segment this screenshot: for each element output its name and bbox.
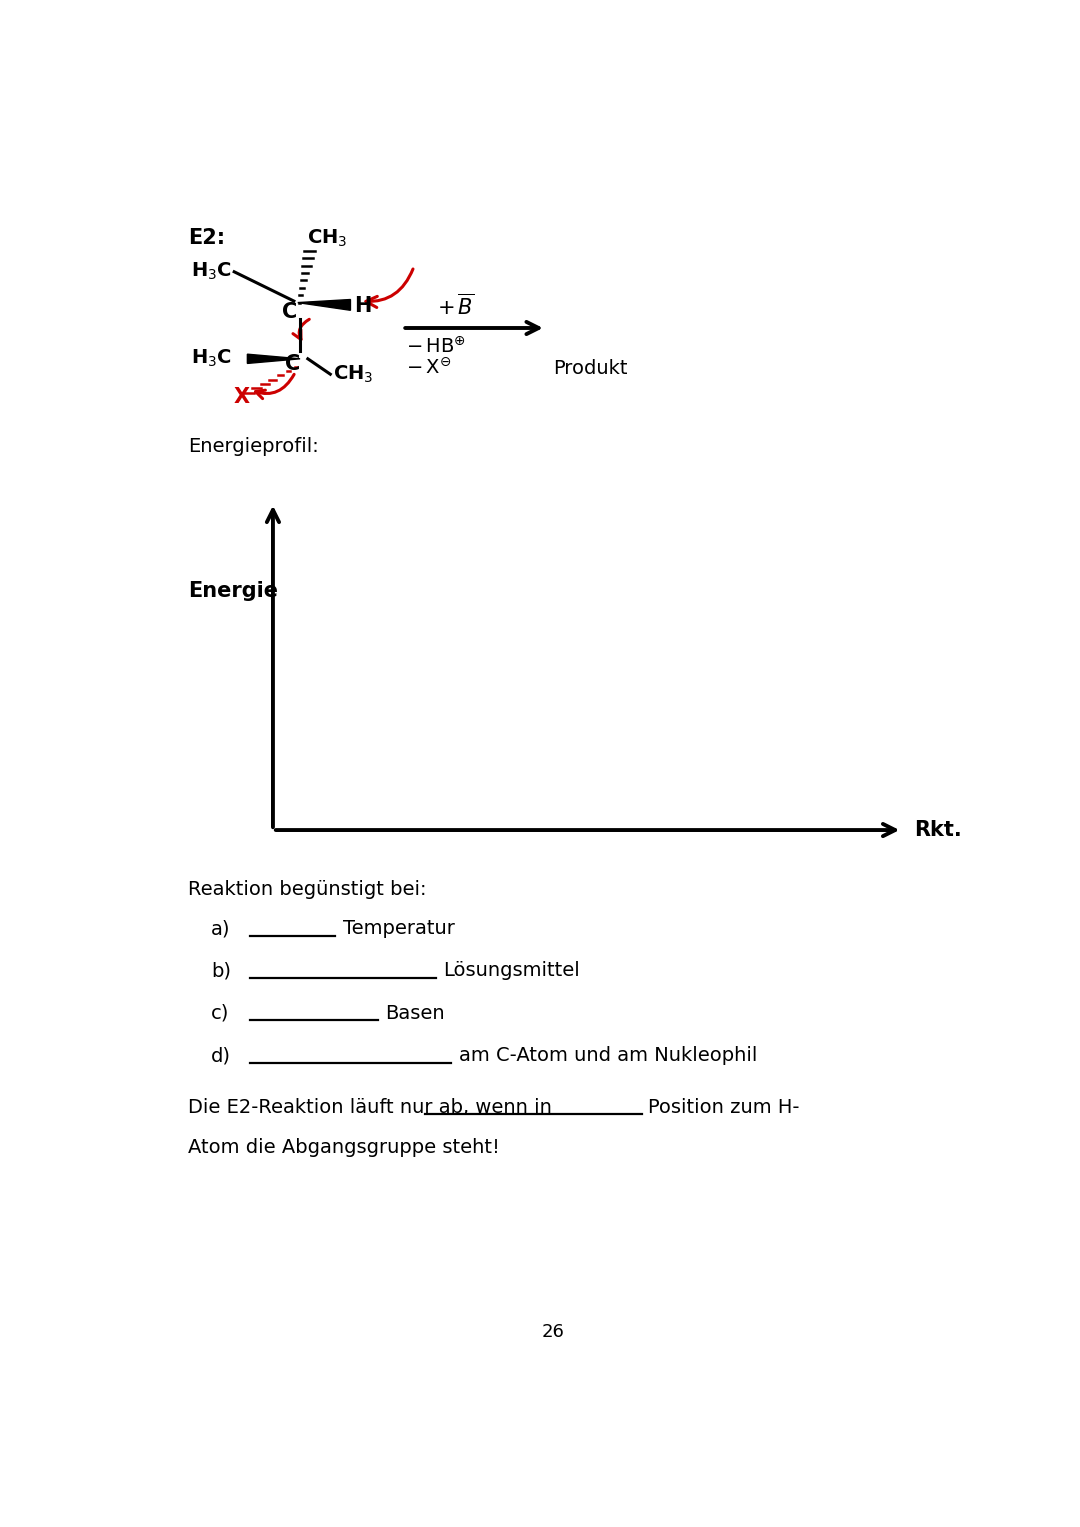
Text: Reaktion begünstigt bei:: Reaktion begünstigt bei: [188,880,427,899]
Text: Rkt.: Rkt. [914,820,961,840]
Text: $+\,\overline{B}$: $+\,\overline{B}$ [437,293,474,319]
Text: $-\,\mathrm{HB}^{\oplus}$: $-\,\mathrm{HB}^{\oplus}$ [406,336,467,357]
Text: C: C [282,302,298,322]
Text: Produkt: Produkt [554,359,627,377]
Text: 26: 26 [542,1322,565,1341]
Text: Energie: Energie [188,582,278,602]
Text: Basen: Basen [386,1003,445,1023]
Text: Energieprofil:: Energieprofil: [188,437,319,457]
Text: a): a) [211,919,230,938]
FancyArrowPatch shape [293,319,309,339]
Polygon shape [247,354,300,363]
Text: CH$_3$: CH$_3$ [307,228,348,249]
Text: H: H [354,296,372,316]
Text: Temperatur: Temperatur [342,919,455,938]
Text: Position zum H-: Position zum H- [648,1098,799,1116]
Text: C: C [285,354,300,374]
Text: Lösungsmittel: Lösungsmittel [444,962,580,980]
FancyArrowPatch shape [366,269,413,307]
FancyArrowPatch shape [256,374,294,399]
Text: CH$_3$: CH$_3$ [333,363,373,385]
Polygon shape [298,299,350,310]
Text: H$_3$C: H$_3$C [191,261,232,282]
Text: Die E2-Reaktion läuft nur ab, wenn in: Die E2-Reaktion läuft nur ab, wenn in [188,1098,558,1116]
Text: am C-Atom und am Nukleophil: am C-Atom und am Nukleophil [459,1046,757,1066]
Text: c): c) [211,1003,229,1023]
Text: b): b) [211,962,231,980]
Text: E2:: E2: [188,228,225,247]
Text: Atom die Abgangsgruppe steht!: Atom die Abgangsgruppe steht! [188,1138,500,1157]
Text: d): d) [211,1046,231,1066]
Text: $-\,\mathrm{X}^{\ominus}$: $-\,\mathrm{X}^{\ominus}$ [406,357,451,379]
Text: H$_3$C: H$_3$C [191,348,232,370]
Text: X: X [234,388,249,408]
